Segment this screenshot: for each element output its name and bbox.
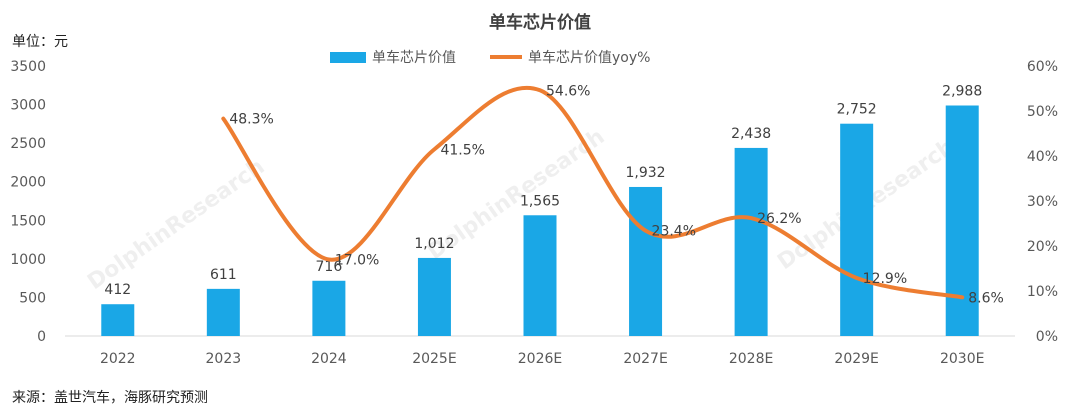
x-tick-label: 2028E [729,351,773,367]
bar-data-label: 1,012 [414,236,454,252]
bar-data-label: 1,565 [520,193,560,209]
bars [101,105,979,337]
y-axis-right: 0% 10% 20% 30% 40% 50% 60% [1027,59,1058,345]
y2-tick-label: 50% [1027,104,1058,120]
yoy-line [221,85,965,300]
bar [840,123,874,337]
legend-line-label: 单车芯片价值yoy% [528,49,650,66]
x-tick-label: 2027E [623,351,667,367]
line-labels: 48.3% 17.0% 41.5% 54.6% 23.4% 26.2% 12.9% 8.6% [229,83,1003,306]
y-tick-label: 2000 [10,175,46,191]
x-tick-label: 2023 [206,351,242,367]
unit-label: 单位：元 [12,34,68,50]
bar-data-label: 716 [316,259,343,275]
bar [523,215,557,336]
x-tick-label: 2030E [940,351,984,367]
line-data-label: 23.4% [652,224,696,240]
line-data-label: 17.0% [335,253,379,269]
line-data-label: 26.2% [757,211,801,227]
bar [101,304,135,336]
line-data-label: 12.9% [863,271,907,287]
bar-data-label: 2,752 [837,102,877,118]
legend: 单车芯片价值 单车芯片价值yoy% [330,49,650,66]
line-data-label: 54.6% [546,83,590,99]
y2-tick-label: 20% [1027,239,1058,255]
bar-labels: 412 611 716 1,012 1,565 1,932 2,438 2,752 2,988 [104,83,982,298]
legend-bar-swatch [330,52,366,63]
x-tick-label: 2026E [518,351,562,367]
source-note: 来源：盖世汽车，海豚研究预测 [12,389,208,406]
y-tick-label: 0 [37,329,46,345]
y-axis-left: 0 500 1000 1500 2000 2500 3000 3500 [10,59,46,345]
bar-data-label: 611 [210,267,237,283]
y-tick-label: 3000 [10,98,46,114]
bar-data-label: 2,988 [942,83,982,99]
x-tick-label: 2029E [834,351,878,367]
y2-tick-label: 0% [1036,329,1058,345]
x-axis: 2022 2023 2024 2025E 2026E 2027E 2028E 2029E 203… [100,351,985,367]
legend-bar-label: 单车芯片价值 [372,49,456,66]
line-data-label: 41.5% [440,142,484,158]
bar-data-label: 2,438 [731,126,771,142]
y2-tick-label: 30% [1027,194,1058,210]
y-tick-label: 1500 [10,213,46,229]
bar [206,288,240,336]
bar-data-label: 412 [104,282,131,298]
line-data-label: 48.3% [229,112,273,128]
bar [734,147,768,336]
x-tick-label: 2024 [311,351,347,367]
y2-tick-label: 10% [1027,284,1058,300]
x-tick-label: 2025E [412,351,456,367]
bar [417,257,451,336]
y-tick-label: 3500 [10,59,46,75]
bar [629,186,663,336]
x-tick-label: 2022 [100,351,136,367]
y-tick-label: 2500 [10,136,46,152]
chart-title: 单车芯片价值 [489,12,591,33]
bar [312,280,346,336]
line-data-label: 8.6% [968,290,1004,306]
y2-tick-label: 40% [1027,149,1058,165]
y2-tick-label: 60% [1027,59,1058,75]
y-tick-label: 1000 [10,252,46,268]
y-tick-label: 500 [19,290,46,306]
watermark-text: DolphinResearch [83,154,269,295]
bar-data-label: 1,932 [626,165,666,181]
